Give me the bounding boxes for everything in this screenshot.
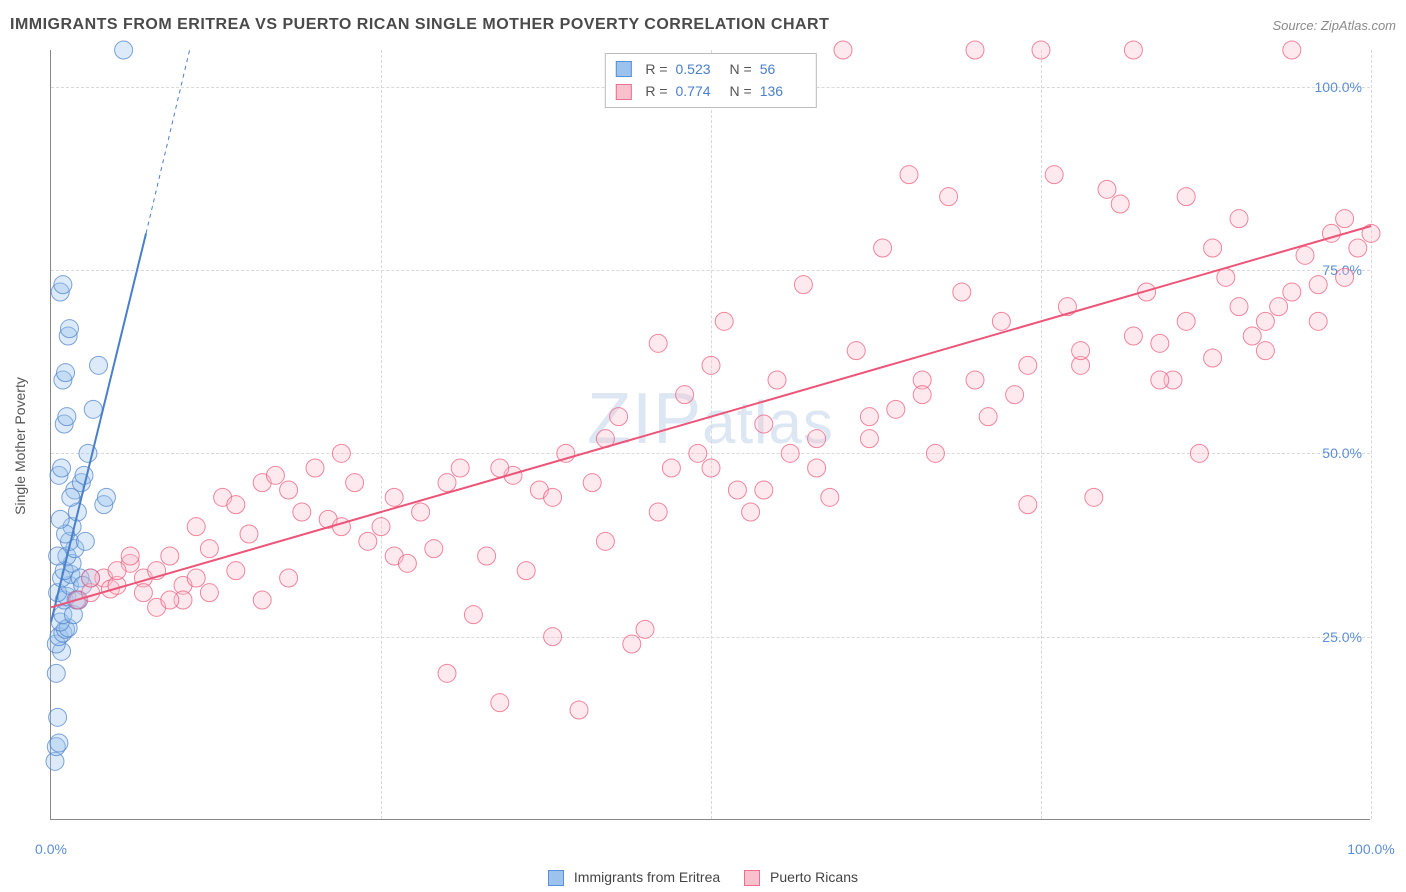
x-tick-label: 0.0% (35, 841, 67, 857)
x-tick-label: 100.0% (1347, 841, 1394, 857)
series-legend: Immigrants from Eritrea Puerto Ricans (548, 869, 858, 886)
swatch-series2-icon (615, 84, 631, 100)
n-value-2: 136 (760, 80, 806, 102)
swatch-series1-icon (615, 61, 631, 77)
r-value-2: 0.774 (676, 80, 722, 102)
swatch-series2-icon (744, 870, 760, 886)
swatch-series1-icon (548, 870, 564, 886)
n-label: N = (730, 58, 752, 80)
legend-label-1: Immigrants from Eritrea (574, 869, 720, 885)
legend-item-2: Puerto Ricans (744, 869, 858, 886)
r-value-1: 0.523 (676, 58, 722, 80)
n-value-1: 56 (760, 58, 806, 80)
plot-area: ZIPatlas 25.0%50.0%75.0%100.0%0.0%100.0%… (50, 50, 1370, 820)
r-label: R = (645, 80, 667, 102)
y-axis-label: Single Mother Poverty (12, 377, 28, 515)
scatter-svg (51, 50, 1370, 819)
legend-row-1: R = 0.523 N = 56 (615, 58, 805, 80)
r-label: R = (645, 58, 667, 80)
source-label: Source: ZipAtlas.com (1272, 18, 1396, 33)
correlation-legend: R = 0.523 N = 56 R = 0.774 N = 136 (604, 53, 816, 108)
chart-title: IMMIGRANTS FROM ERITREA VS PUERTO RICAN … (10, 16, 829, 34)
legend-label-2: Puerto Ricans (770, 869, 858, 885)
n-label: N = (730, 80, 752, 102)
legend-row-2: R = 0.774 N = 136 (615, 80, 805, 102)
legend-item-1: Immigrants from Eritrea (548, 869, 720, 886)
